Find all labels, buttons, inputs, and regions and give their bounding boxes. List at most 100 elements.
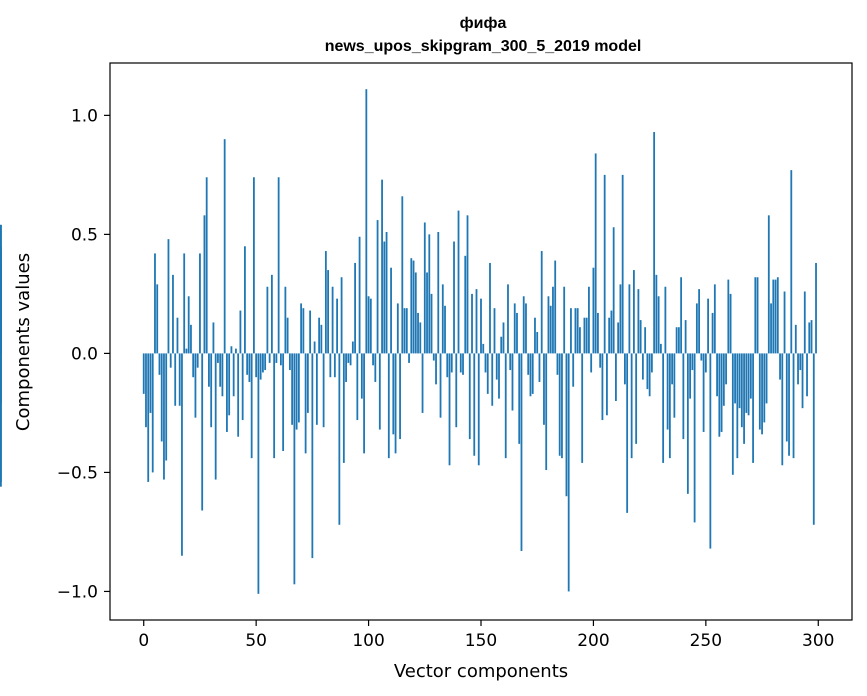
bar: [295, 353, 298, 430]
bar: [158, 353, 161, 375]
bar: [255, 353, 258, 378]
bar: [779, 353, 781, 380]
bar: [217, 353, 219, 363]
bar: [210, 353, 213, 428]
bar: [192, 353, 195, 378]
bar: [752, 353, 754, 463]
bar: [423, 222, 426, 354]
bar: [749, 353, 752, 399]
bar: [482, 343, 485, 354]
bar: [172, 274, 174, 354]
x-axis-ticks: 0 50 100 150 200 250 300: [138, 620, 834, 651]
bar: [693, 353, 696, 523]
bar: [612, 227, 615, 354]
bar: [597, 312, 599, 354]
bar: [655, 274, 658, 354]
bar: [257, 353, 260, 594]
bar: [282, 353, 285, 451]
bar: [199, 253, 201, 354]
bar: [147, 353, 150, 482]
bar: [576, 308, 579, 354]
bar: [758, 353, 761, 430]
bar: [543, 353, 545, 425]
x-tick-label: 150: [465, 631, 497, 651]
bar: [383, 241, 386, 354]
bar: [727, 279, 730, 354]
bar: [776, 277, 779, 354]
bar: [808, 322, 811, 354]
bar: [212, 322, 215, 354]
bar: [264, 353, 267, 371]
bar: [549, 305, 552, 354]
plot-frame: [109, 62, 853, 621]
bar: [284, 286, 287, 354]
bar: [230, 346, 233, 354]
bar: [585, 317, 588, 354]
bar: [767, 215, 770, 354]
bar: [214, 353, 217, 480]
bar: [174, 353, 177, 406]
bar: [349, 353, 352, 366]
bar: [160, 353, 163, 442]
bar: [187, 296, 190, 354]
bar: [594, 153, 597, 354]
bar: [203, 215, 206, 354]
bar: [797, 353, 799, 385]
bar: [799, 353, 802, 371]
bar: [522, 296, 525, 354]
y-tick-label: −0.5: [57, 463, 98, 483]
bar: [273, 353, 276, 459]
bar: [142, 353, 145, 394]
bar: [300, 303, 303, 354]
bar: [394, 353, 397, 454]
bar: [401, 196, 404, 354]
bar: [354, 262, 356, 354]
bar: [196, 353, 199, 368]
x-tick-label: 50: [245, 631, 267, 651]
bar: [691, 353, 694, 371]
bar: [181, 353, 183, 556]
bar: [201, 353, 204, 511]
x-tick-label: 300: [802, 631, 834, 651]
bar: [815, 262, 817, 354]
bar: [581, 353, 584, 463]
bar: [624, 353, 626, 385]
bar: [190, 324, 192, 354]
bar: [682, 353, 685, 440]
bar: [385, 232, 388, 354]
bar: [441, 284, 444, 354]
bar: [491, 353, 494, 406]
bar: [419, 322, 422, 354]
bar: [428, 234, 431, 354]
bar: [306, 353, 309, 413]
y-axis-label: Components values: [13, 253, 34, 431]
bar: [765, 353, 768, 404]
bar: [239, 310, 242, 354]
bar: [513, 303, 516, 354]
bar: [183, 253, 186, 354]
bar: [781, 353, 784, 466]
bar: [331, 286, 334, 354]
bar: [563, 286, 566, 354]
bar: [288, 353, 291, 371]
bar: [772, 279, 775, 354]
bar: [630, 353, 633, 459]
bar: [468, 353, 471, 440]
bar: [554, 260, 557, 354]
bar: [547, 296, 550, 354]
bar: [178, 353, 181, 406]
bar: [163, 353, 165, 480]
bar: [457, 210, 460, 354]
bar: [500, 336, 503, 354]
bar: [259, 353, 262, 380]
bar: [502, 322, 505, 354]
bar: [363, 353, 365, 454]
bar: [812, 353, 815, 525]
bar: [610, 310, 613, 354]
bar: [241, 353, 244, 421]
bar: [606, 353, 608, 416]
bar: [504, 353, 507, 459]
bar: [446, 353, 449, 378]
bar: [516, 312, 518, 354]
bar: [731, 353, 734, 475]
